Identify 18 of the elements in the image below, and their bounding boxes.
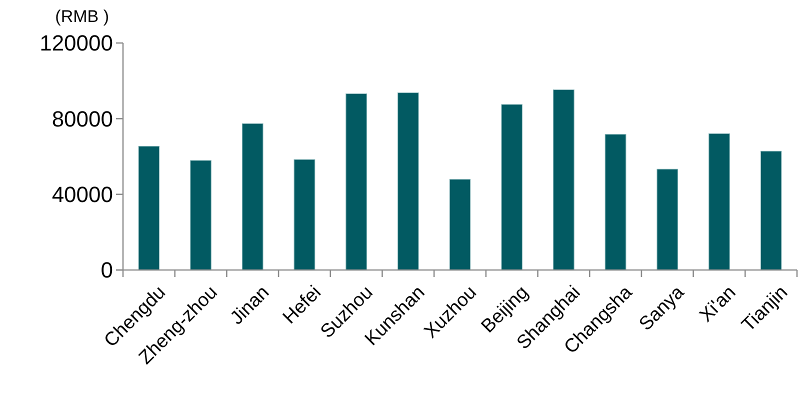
bar [242, 123, 264, 270]
bar [138, 146, 160, 270]
y-axis-title: (RMB ) [55, 7, 109, 26]
bar [397, 92, 419, 270]
bar [604, 134, 626, 270]
bar [656, 168, 678, 270]
y-tick-label: 0 [100, 258, 113, 283]
bar [449, 179, 471, 270]
bar [190, 160, 212, 270]
bar [346, 93, 367, 270]
bar [760, 150, 782, 270]
bar [708, 133, 730, 270]
y-tick-label: 120000 [40, 30, 113, 56]
bar [553, 89, 574, 270]
y-tick-label: 40000 [52, 182, 113, 208]
y-tick-label: 80000 [52, 106, 113, 132]
bar [294, 159, 316, 270]
bar [501, 104, 523, 270]
